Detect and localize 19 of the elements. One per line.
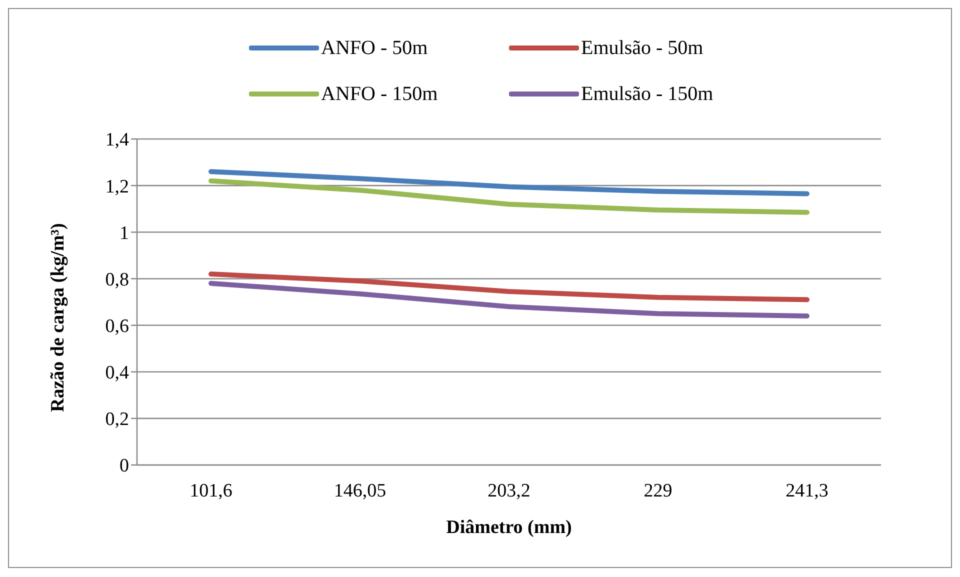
x-tick-label: 203,2 [488,480,530,502]
legend-label: Emulsão - 150m [581,82,714,106]
y-tick-label: 0 [120,456,129,477]
legend-label: Emulsão - 50m [581,36,704,60]
y-tick-label: 0,6 [105,316,129,338]
y-tick-label: 1,4 [105,130,130,151]
x-tick-label: 229 [644,480,672,502]
x-tick-label: 101,6 [190,480,232,502]
y-tick-label: 0,8 [105,269,129,290]
legend-label: ANFO - 50m [321,36,428,60]
y-axis-title: Razão de carga (kg/m³) [48,223,69,412]
x-axis-title: Diâmetro (mm) [446,517,572,538]
legend-label: ANFO - 150m [321,82,438,106]
y-tick-label: 1,2 [105,176,129,198]
y-tick-label: 1 [120,222,129,244]
y-tick-label: 0,4 [105,362,130,384]
y-tick-label: 0,2 [105,409,129,430]
x-tick-label: 241,3 [786,480,828,502]
x-tick-label: 146,05 [334,480,386,502]
